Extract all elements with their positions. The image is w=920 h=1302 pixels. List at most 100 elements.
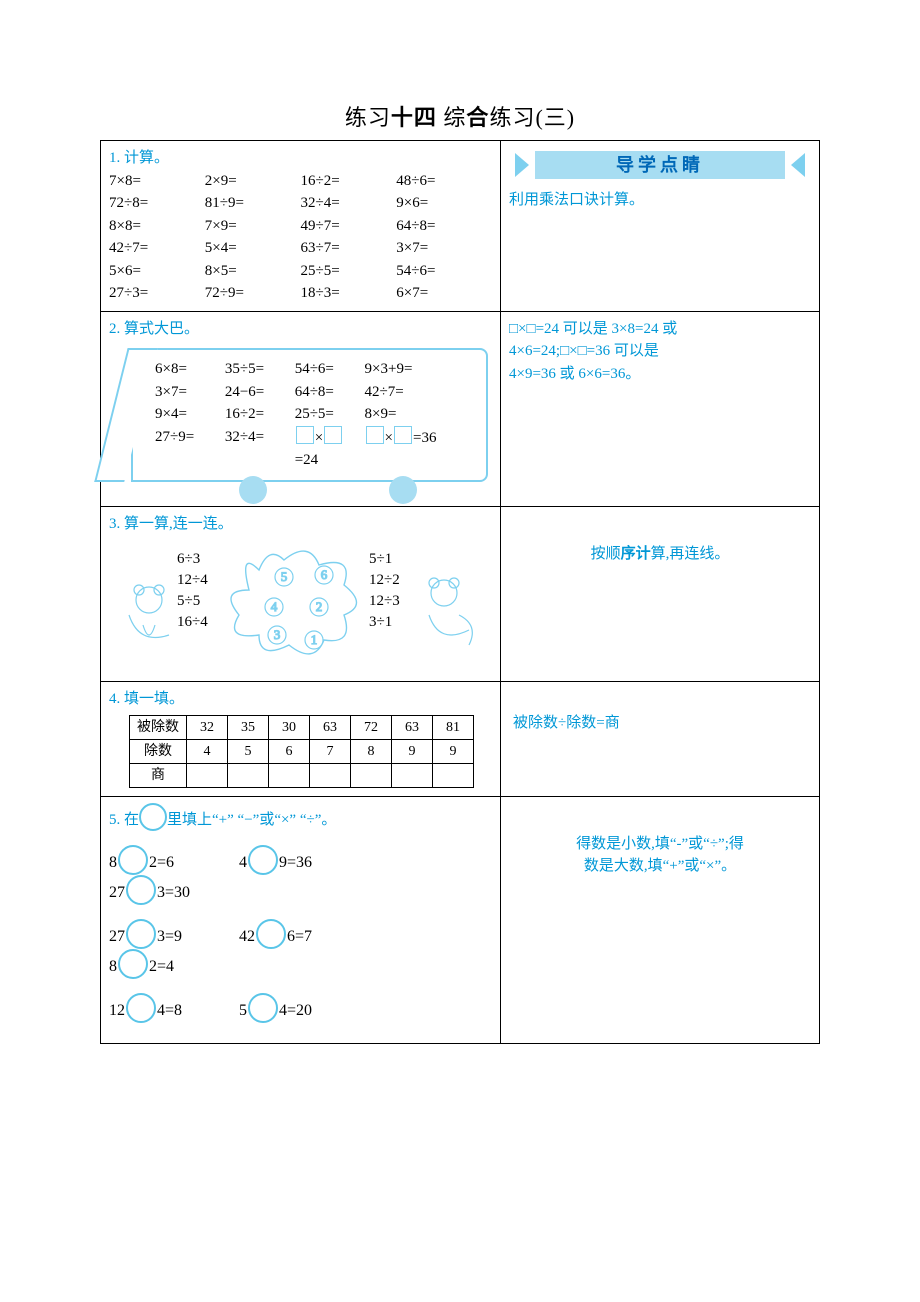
banner-right-icon: [791, 153, 805, 177]
eq: 81÷9=: [205, 192, 301, 215]
cloud-num: 5: [281, 569, 288, 584]
bus-shape: 6×8=35÷5=54÷6=9×3+9= 3×7=24−6=64÷8=42÷7=…: [109, 340, 492, 500]
th-divisor: 除数: [130, 739, 187, 763]
hint-1-text: 利用乘法口诀计算。: [509, 189, 811, 212]
operator-blank[interactable]: [126, 875, 156, 905]
blank-cell[interactable]: [228, 763, 269, 787]
title-part: 合: [466, 105, 489, 130]
hint-5-line: 得数是小数,填“-”或“÷”;得: [517, 833, 803, 856]
eq: 27÷9=: [155, 426, 225, 472]
eq: 64÷8=: [396, 215, 492, 238]
eq-suffix: =36: [413, 430, 436, 446]
q5-equations: 82=649=36273=30273=9426=782=4124=854=20: [109, 845, 492, 1023]
banner-left-icon: [515, 153, 529, 177]
eq: 24−6=: [225, 381, 295, 404]
hint-3-seg: 算,再: [651, 546, 685, 562]
section-2: 2. 算式大巴。 6×8=35÷5=54÷6=9×3+9= 3×7=24−6=6…: [101, 311, 501, 506]
svg-text:4: 4: [271, 599, 278, 614]
eq: 5×4=: [205, 237, 301, 260]
blank-box[interactable]: [296, 426, 314, 444]
eq: 3÷1: [369, 612, 400, 633]
blank-cell[interactable]: [351, 763, 392, 787]
operator-blank[interactable]: [118, 949, 148, 979]
section-5: 5. 在里填上“+” “−”或“×” “÷”。 82=649=36273=302…: [101, 796, 501, 1044]
q5-label-post: 里填上“+” “−”或“×” “÷”。: [167, 812, 336, 828]
hint-3-seg: 序计: [621, 546, 651, 562]
eq: 54÷6=: [295, 358, 365, 381]
eq: 16÷2=: [225, 403, 295, 426]
hint-2-line: 4×9=36 或 6×6=36。: [509, 363, 811, 386]
eq: 32÷4=: [225, 426, 295, 472]
worksheet-grid: 1. 计算。 7×8=2×9=16÷2=48÷6=72÷8=81÷9=32÷4=…: [100, 140, 820, 1044]
blank-cell[interactable]: [310, 763, 351, 787]
eq-row: 5×6=8×5=25÷5=54÷6=: [109, 260, 492, 283]
blank-cell[interactable]: [392, 763, 433, 787]
cell: 63: [310, 715, 351, 739]
eq: 63÷7=: [301, 237, 397, 260]
eq-fill[interactable]: ×=24: [295, 426, 365, 472]
eq: 9×4=: [155, 403, 225, 426]
eq-cell: 124=8: [109, 993, 239, 1023]
cell: 81: [433, 715, 474, 739]
hint-3: 按顺序计算,再连线。: [501, 506, 820, 682]
operand: 4=20: [279, 1002, 312, 1019]
blank-box[interactable]: [366, 426, 384, 444]
q3-diagram: 5 6 4 2 3 1: [109, 535, 492, 675]
eq-cell: 273=9: [109, 919, 239, 949]
eq: 42÷7=: [109, 237, 205, 260]
hint-banner: 导学点睛: [509, 149, 811, 181]
title-part: 练习: [489, 105, 535, 130]
eq: 3×7=: [155, 381, 225, 404]
eq-fill[interactable]: ×=36: [365, 426, 472, 472]
hint-banner-label: 导学点睛: [535, 151, 785, 179]
cell: 7: [310, 739, 351, 763]
operand: 27: [109, 884, 125, 901]
operator-blank[interactable]: [118, 845, 148, 875]
q1-equations: 7×8=2×9=16÷2=48÷6=72÷8=81÷9=32÷4=9×6=8×8…: [109, 170, 492, 305]
eq: 48÷6=: [396, 170, 492, 193]
cell: 4: [187, 739, 228, 763]
bus-wheel-icon: [239, 476, 267, 504]
svg-text:3: 3: [274, 627, 281, 642]
eq: 5÷1: [369, 549, 400, 570]
operand: 42: [239, 928, 255, 945]
blank-box[interactable]: [324, 426, 342, 444]
eq: 3×7=: [396, 237, 492, 260]
title-part: (三): [535, 105, 575, 130]
q4-label: 4. 填一填。: [109, 688, 492, 711]
eq-row: 7×8=2×9=16÷2=48÷6=: [109, 170, 492, 193]
operator-blank[interactable]: [126, 993, 156, 1023]
eq: 72÷8=: [109, 192, 205, 215]
blank-cell[interactable]: [433, 763, 474, 787]
hint-3-seg: 按顺: [591, 546, 621, 562]
blank-cell[interactable]: [187, 763, 228, 787]
operator-blank[interactable]: [256, 919, 286, 949]
hint-2-line: 4×6=24;□×□=36 可以是: [509, 340, 811, 363]
blank-box[interactable]: [394, 426, 412, 444]
worksheet-page: 练习十四 综合练习(三) 1. 计算。 7×8=2×9=16÷2=48÷6=72…: [0, 0, 920, 1044]
operator-blank[interactable]: [248, 845, 278, 875]
cell: 8: [351, 739, 392, 763]
eq-row: 8×8=7×9=49÷7=64÷8=: [109, 215, 492, 238]
eq: 8×8=: [109, 215, 205, 238]
th-quotient: 商: [130, 763, 187, 787]
eq: 5×6=: [109, 260, 205, 283]
hint-3-seg: 连线。: [684, 546, 729, 562]
operand: 2=6: [149, 854, 174, 871]
eq: 16÷4: [177, 612, 208, 633]
title-part: 综: [437, 105, 467, 130]
eq: 9×6=: [396, 192, 492, 215]
eq: 2×9=: [205, 170, 301, 193]
operator-blank[interactable]: [126, 919, 156, 949]
svg-text:6: 6: [321, 567, 328, 582]
eq: 12÷2: [369, 570, 400, 591]
eq-cell: 426=7: [239, 919, 369, 949]
title-part: 练习: [345, 105, 391, 130]
operand: 27: [109, 928, 125, 945]
q3-col-a: 6÷3 12÷4 5÷5 16÷4: [177, 549, 208, 633]
eq-row: 124=854=20: [109, 993, 492, 1023]
hint-5-line: 数是大数,填“+”或“×”。: [517, 855, 803, 878]
bus-wheel-icon: [389, 476, 417, 504]
blank-cell[interactable]: [269, 763, 310, 787]
operator-blank[interactable]: [248, 993, 278, 1023]
